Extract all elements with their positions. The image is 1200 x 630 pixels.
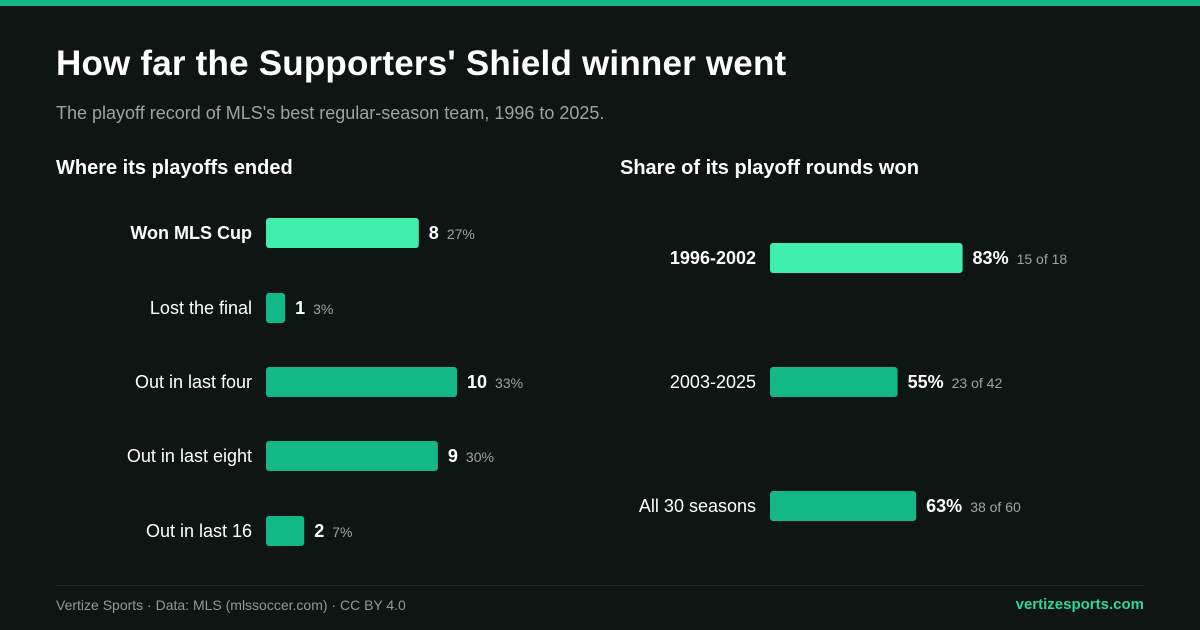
bar [266, 367, 457, 397]
bar [266, 293, 286, 323]
left-panel-title: Where its playoffs ended [56, 157, 293, 179]
annotation-label: 15 of 18 [1017, 251, 1068, 267]
page-title: How far the Supporters' Shield winner we… [56, 44, 787, 83]
bar [770, 243, 963, 273]
bar [266, 516, 305, 546]
category-label: Out in last eight [127, 446, 252, 466]
value-label: 83% [973, 248, 1009, 268]
footer-source: Vertize Sports · Data: MLS (mlssoccer.co… [56, 597, 406, 613]
bar [770, 367, 898, 397]
annotation-label: 30% [466, 449, 494, 465]
bar [266, 218, 419, 248]
value-label: 8 [429, 223, 439, 243]
value-label: 2 [314, 521, 324, 541]
category-label: All 30 seasons [639, 496, 756, 516]
annotation-label: 38 of 60 [970, 499, 1021, 515]
bar [770, 491, 917, 521]
annotation-label: 7% [332, 524, 352, 540]
value-label: 1 [295, 298, 305, 318]
page-subtitle: The playoff record of MLS's best regular… [56, 103, 605, 123]
category-label: Out in last 16 [146, 521, 252, 541]
category-label: 1996-2002 [670, 248, 756, 268]
bar [266, 441, 438, 471]
value-label: 9 [448, 446, 458, 466]
annotation-label: 3% [313, 301, 333, 317]
footer-site-link[interactable]: vertizesports.com [1015, 596, 1144, 613]
value-label: 63% [926, 496, 962, 516]
top-accent-stripe [0, 0, 1200, 6]
annotation-label: 27% [447, 226, 475, 242]
category-label: Out in last four [135, 372, 252, 392]
category-label: Lost the final [150, 298, 252, 318]
value-label: 55% [908, 372, 944, 392]
annotation-label: 23 of 42 [952, 375, 1003, 391]
category-label: Won MLS Cup [130, 223, 252, 243]
footer-divider [56, 585, 1144, 586]
annotation-label: 33% [495, 375, 523, 391]
category-label: 2003-2025 [670, 372, 756, 392]
right-panel-title: Share of its playoff rounds won [620, 157, 919, 179]
value-label: 10 [467, 372, 487, 392]
